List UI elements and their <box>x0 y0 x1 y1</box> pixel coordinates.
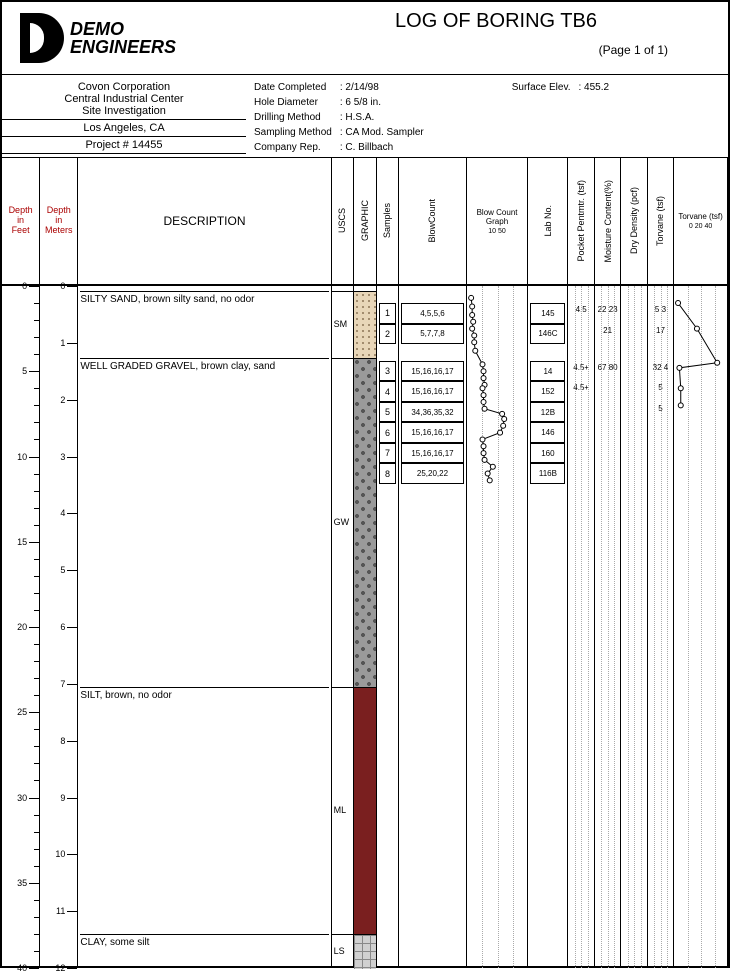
col-density <box>621 286 647 968</box>
layer-desc: WELL GRADED GRAVEL, brown clay, sand <box>80 358 328 372</box>
header: DEMO ENGINEERS LOG OF BORING TB6 (Page 1… <box>2 2 728 75</box>
lab-box: 146C <box>530 324 565 344</box>
header-moist: Moisture Content(%) <box>595 158 621 284</box>
lab-box: 12B <box>530 402 565 422</box>
col-moist: 22 232167 80 <box>595 286 621 968</box>
lab-box: 160 <box>530 443 565 463</box>
header-desc: DESCRIPTION <box>78 158 331 284</box>
col-pocket: 4.54.5+4.5+ <box>568 286 594 968</box>
header-torvane2: Torvane (tsf)0 20 40 <box>674 158 728 284</box>
column-headers: DepthinFeetDepthinMetersDESCRIPTIONUSCSG… <box>2 158 728 286</box>
header-torvane: Torvane (tsf) <box>648 158 674 284</box>
blow-count-box: 15,16,16,17 <box>401 443 464 463</box>
title-area: LOG OF BORING TB6 (Page 1 of 1) <box>264 2 728 74</box>
header-depth_ft: DepthinFeet <box>2 158 40 284</box>
proj-number: Project # 14455 <box>2 137 246 154</box>
sample-box: 1 <box>379 303 397 323</box>
col-blow: 4,5,5,65,7,7,815,16,16,1715,16,16,1734,3… <box>399 286 467 968</box>
col-depth_ft: 0510152025303540 <box>2 286 40 968</box>
boring-log-page: DEMO ENGINEERS LOG OF BORING TB6 (Page 1… <box>0 0 730 968</box>
lab-box: 152 <box>530 381 565 401</box>
logo-area: DEMO ENGINEERS <box>2 2 264 74</box>
col-samples: 12 345678 <box>377 286 400 968</box>
uscs-label: ML <box>334 805 347 815</box>
lab-box: 146 <box>530 422 565 442</box>
header-graphic: GRAPHIC <box>354 158 377 284</box>
sample-box: 3 <box>379 361 397 381</box>
blow-count-box: 25,20,22 <box>401 463 464 483</box>
uscs-label: SM <box>334 319 348 329</box>
company-name-2: ENGINEERS <box>70 38 176 56</box>
torvane-graph <box>674 286 728 968</box>
proj-location: Los Angeles, CA <box>2 119 246 137</box>
graphic-layer <box>354 687 376 935</box>
header-lab: Lab No. <box>528 158 568 284</box>
logo-d-icon <box>20 13 64 63</box>
blow-count-box: 15,16,16,17 <box>401 381 464 401</box>
layer-desc: CLAY, some silt <box>80 934 328 948</box>
company-name-1: DEMO <box>70 20 176 38</box>
col-uscs: SM GW ML LS <box>332 286 355 968</box>
lab-box: 116B <box>530 463 565 483</box>
sample-box: 7 <box>379 443 397 463</box>
graphic-layer <box>354 934 376 969</box>
col-torvane: 5 31732 455 <box>648 286 674 968</box>
col-blowgraph <box>467 286 529 968</box>
project-info: Covon Corporation Central Industrial Cen… <box>2 75 246 157</box>
lab-box: 14 <box>530 361 565 381</box>
drilling-info: Date Completed: 2/14/98 Surface Elev.: 4… <box>246 75 728 157</box>
blow-count-box: 4,5,5,6 <box>401 303 464 323</box>
sample-box: 5 <box>379 402 397 422</box>
uscs-label: GW <box>334 517 350 527</box>
blow-count-box: 15,16,16,17 <box>401 361 464 381</box>
header-depth_m: DepthinMeters <box>40 158 78 284</box>
header-blowgraph: Blow Count Graph10 50 <box>467 158 529 284</box>
header-pocket: Pocket Pentmtr. (tsf) <box>568 158 594 284</box>
blow-count-graph <box>467 286 529 968</box>
col-desc: SILTY SAND, brown silty sand, no odor WEL… <box>78 286 331 968</box>
lab-box: 145 <box>530 303 565 323</box>
graphic-layer <box>354 291 376 358</box>
sample-box: 4 <box>379 381 397 401</box>
blow-count-box: 15,16,16,17 <box>401 422 464 442</box>
col-lab: 145146C 1415212B146160116B <box>528 286 568 968</box>
proj-client: Covon Corporation Central Industrial Cen… <box>2 79 246 119</box>
header-uscs: USCS <box>332 158 355 284</box>
layer-desc: SILT, brown, no odor <box>80 687 328 701</box>
page-number: (Page 1 of 1) <box>264 43 728 57</box>
uscs-label: LS <box>334 946 345 956</box>
log-body: 05101520253035400123456789101112SILTY SA… <box>2 286 728 968</box>
blow-count-box: 5,7,7,8 <box>401 324 464 344</box>
graphic-layer <box>354 358 376 688</box>
col-torvane2 <box>674 286 728 968</box>
header-density: Dry Density (pcf) <box>621 158 647 284</box>
sample-box: 6 <box>379 422 397 442</box>
sample-box: 8 <box>379 463 397 483</box>
col-depth_m: 0123456789101112 <box>40 286 78 968</box>
col-graphic <box>354 286 377 968</box>
header-blow: BlowCount <box>399 158 467 284</box>
page-title: LOG OF BORING TB6 <box>264 10 728 33</box>
header-samples: Samples <box>377 158 400 284</box>
sample-box: 2 <box>379 324 397 344</box>
info-row: Covon Corporation Central Industrial Cen… <box>2 75 728 158</box>
blow-count-box: 34,36,35,32 <box>401 402 464 422</box>
layer-desc: SILTY SAND, brown silty sand, no odor <box>80 291 328 305</box>
company-name: DEMO ENGINEERS <box>70 20 176 56</box>
